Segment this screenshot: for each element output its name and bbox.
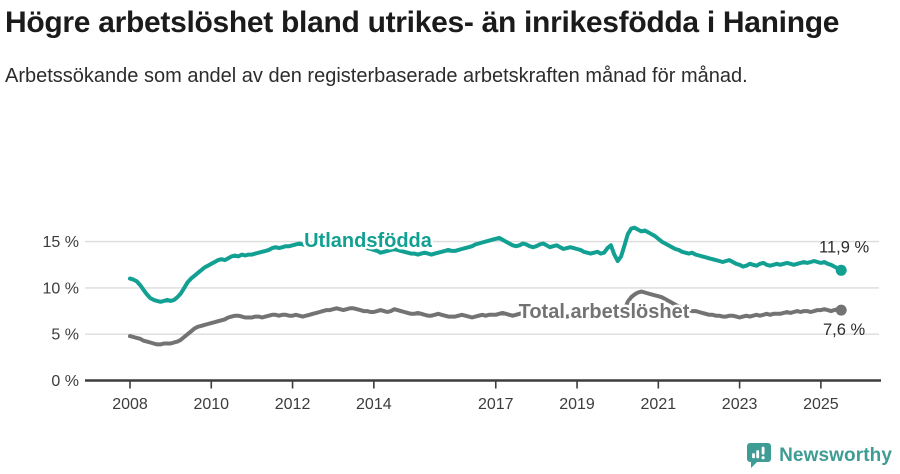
x-axis-tick-label: 2017 [478,396,514,413]
y-axis-tick-label: 15 % [43,234,79,251]
y-axis-tick-label: 0 % [51,373,79,390]
logo-exclamation-bar [761,446,765,455]
series-end-value-label: 11,9 % [819,238,869,256]
x-axis-tick-label: 2021 [641,396,677,413]
series-name-label: Utlandsfödda [304,230,433,252]
newsworthy-logo-icon [747,443,772,468]
y-axis-tick-label: 5 % [51,327,79,344]
x-axis-tick-label: 2025 [803,396,839,413]
header: Högre arbetslöshet bland utrikes- än inr… [5,4,892,90]
logo-exclamation-dot [761,456,765,460]
chart-subtitle: Arbetssökande som andel av den registerb… [5,64,748,87]
logo-bar-small [752,453,755,459]
logo-bar-tall [756,450,760,459]
series-name-label: Total arbetslöshet [519,301,690,323]
x-axis-tick-label: 2010 [193,396,229,413]
footer-brand: Newsworthy [746,442,892,469]
chart-title: Högre arbetslöshet bland utrikes- än inr… [5,6,840,39]
series-end-dot [835,264,847,276]
series-line-utlandsfodda [128,225,844,304]
x-axis-tick-label: 2014 [356,396,392,413]
series-end-value-label: 7,6 % [823,321,866,339]
x-axis-tick-label: 2012 [275,396,311,413]
series-line-total [128,289,844,347]
x-axis-tick-label: 2008 [112,396,148,413]
x-axis-tick-label: 2023 [722,396,758,413]
x-axis-tick-label: 2019 [559,396,595,413]
y-axis-tick-label: 10 % [43,280,79,297]
brand-name: Newsworthy [779,444,892,466]
series-end-dot [835,304,847,316]
